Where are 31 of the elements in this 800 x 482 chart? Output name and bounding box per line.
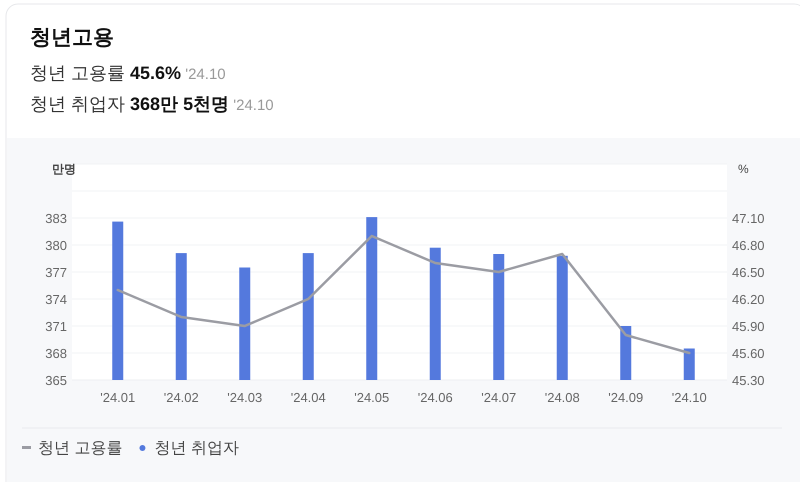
y2-tick-label: 46.80: [732, 238, 765, 253]
x-tick-label: '24.06: [418, 390, 453, 405]
y-tick-label: 371: [45, 319, 67, 334]
y2-tick-label: 45.30: [732, 373, 765, 388]
x-tick-label: '24.03: [227, 390, 262, 405]
x-tick-label: '24.09: [608, 390, 644, 405]
y2-axis-title: %: [738, 162, 749, 176]
chart-title: 청년고용: [30, 26, 114, 49]
y-tick-label: 368: [45, 346, 67, 361]
y-tick-label: 365: [45, 373, 67, 388]
legend-label: 청년 고용률: [38, 440, 122, 457]
x-tick-label: '24.02: [164, 390, 199, 405]
y2-tick-label: 46.20: [732, 292, 765, 307]
x-tick-label: '24.07: [481, 390, 516, 405]
y2-tick-label: 46.50: [732, 265, 765, 280]
x-tick-label: '24.01: [100, 390, 136, 405]
text: 청년 취업자 368만 5천명 '24.10: [30, 94, 274, 114]
y2-tick-label: 45.60: [732, 346, 765, 361]
x-tick-label: '24.05: [354, 390, 390, 405]
y2-tick-label: 47.10: [732, 211, 765, 226]
x-tick-label: '24.04: [290, 390, 326, 405]
y2-tick-label: 45.90: [732, 319, 765, 334]
y-tick-label: 383: [45, 211, 67, 226]
y-tick-label: 377: [45, 265, 67, 280]
x-tick-label: '24.08: [544, 390, 580, 405]
y-tick-label: 380: [45, 238, 67, 253]
text: 청년 고용률 45.6% '24.10: [30, 63, 226, 83]
x-tick-label: '24.10: [672, 390, 707, 405]
y-axis-title: 만명: [52, 162, 76, 176]
y-tick-label: 374: [45, 292, 67, 307]
legend-label: 청년 취업자: [154, 440, 239, 457]
